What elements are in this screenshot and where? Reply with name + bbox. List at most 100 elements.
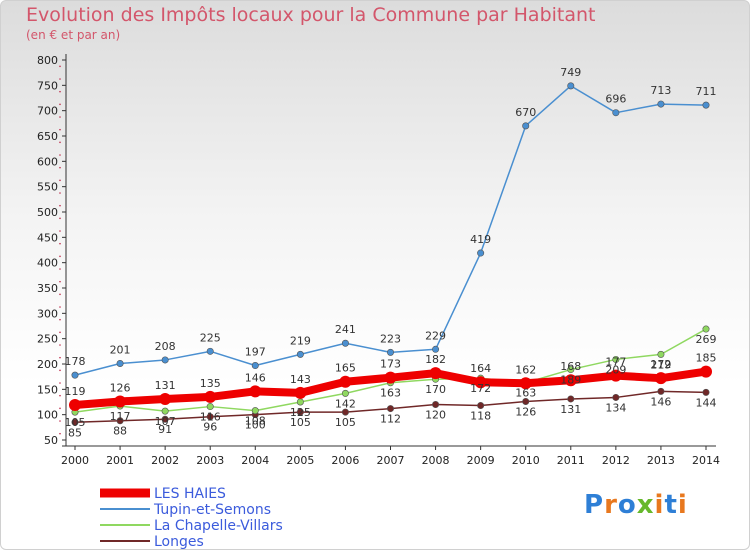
data-label: 189: [560, 374, 581, 387]
data-point: [206, 413, 214, 421]
y-minor-tick: [59, 230, 61, 232]
data-point: [564, 374, 577, 387]
y-tick-label: 700: [37, 105, 58, 118]
data-label: 146: [245, 371, 266, 384]
data-label: 163: [515, 387, 536, 400]
data-point: [477, 249, 485, 257]
data-point: [161, 407, 169, 415]
data-point: [69, 399, 81, 412]
data-label: 219: [650, 358, 671, 371]
x-tick-label: 2005: [286, 454, 314, 467]
y-minor-tick: [59, 141, 61, 144]
data-point: [429, 367, 442, 380]
y-minor-tick: [59, 90, 61, 93]
y-minor-tick: [59, 344, 61, 346]
proxiti-logo: Proxiti: [584, 490, 688, 520]
data-label: 163: [380, 387, 401, 400]
logo-letter: o: [617, 490, 637, 520]
data-label: 131: [560, 403, 581, 416]
data-point: [567, 82, 575, 90]
data-point: [206, 347, 214, 355]
data-label: 91: [158, 423, 172, 436]
y-minor-tick: [59, 179, 61, 182]
data-point: [700, 365, 712, 378]
y-tick-label: 500: [37, 206, 58, 219]
legend-label: La Chapelle-Villars: [154, 518, 283, 534]
data-label: 419: [470, 233, 491, 246]
data-label: 209: [605, 363, 626, 376]
x-tick-label: 2011: [557, 454, 585, 467]
y-minor-tick: [59, 356, 61, 359]
data-point: [384, 371, 397, 384]
data-label: 670: [515, 106, 536, 119]
data-point: [296, 398, 304, 406]
y-tick-label: 350: [37, 282, 58, 295]
legend-label: LES HAIES: [154, 486, 226, 502]
y-minor-tick: [59, 432, 61, 435]
data-label: 168: [560, 360, 581, 373]
data-point: [116, 359, 124, 367]
data-label: 208: [155, 340, 176, 353]
logo-letter: i: [677, 490, 688, 520]
data-point: [567, 395, 575, 403]
data-label: 125: [290, 406, 311, 419]
y-tick-label: 250: [37, 333, 58, 346]
data-point: [251, 407, 259, 415]
chart-title: Evolution des Impôts locaux pour la Comm…: [26, 4, 596, 26]
data-point: [657, 350, 665, 358]
data-label: 142: [335, 397, 356, 410]
x-tick-label: 2008: [422, 454, 450, 467]
y-minor-tick: [59, 318, 61, 321]
x-tick-label: 2006: [331, 454, 359, 467]
data-point: [71, 371, 79, 379]
data-label: 219: [290, 334, 311, 347]
data-label: 201: [110, 343, 131, 356]
y-tick-label: 400: [37, 257, 58, 270]
data-label: 185: [696, 352, 717, 365]
x-tick-label: 2012: [602, 454, 630, 467]
data-label: 85: [68, 426, 82, 439]
y-tick-label: 150: [37, 383, 58, 396]
data-point: [477, 402, 485, 410]
y-minor-tick: [59, 407, 61, 410]
x-tick-label: 2000: [61, 454, 89, 467]
y-tick-label: 100: [37, 409, 58, 422]
data-label: 112: [380, 413, 401, 426]
data-label: 165: [335, 362, 356, 375]
y-tick-label: 550: [37, 181, 58, 194]
data-label: 100: [245, 419, 266, 432]
y-minor-tick: [59, 192, 61, 194]
data-label: 107: [155, 415, 176, 428]
data-point: [71, 418, 79, 426]
data-label: 172: [470, 382, 491, 395]
data-label: 173: [380, 358, 401, 371]
x-tick-label: 2002: [151, 454, 179, 467]
y-minor-tick: [59, 204, 61, 207]
data-point: [612, 109, 620, 117]
data-label: 749: [560, 66, 581, 79]
data-label: 117: [110, 410, 131, 423]
data-label: 108: [245, 415, 266, 428]
y-tick-label: 50: [44, 434, 58, 447]
x-tick-label: 2003: [196, 454, 224, 467]
y-minor-tick: [59, 154, 61, 156]
data-label: 105: [65, 416, 86, 429]
data-point: [296, 408, 304, 416]
logo-letter: i: [654, 490, 665, 520]
data-point: [159, 392, 172, 405]
data-point: [341, 339, 349, 347]
data-label: 164: [470, 362, 491, 375]
data-point: [522, 397, 530, 405]
data-label: 144: [696, 396, 717, 409]
y-minor-tick: [59, 255, 61, 258]
y-minor-tick: [59, 166, 61, 169]
data-point: [161, 356, 169, 364]
data-label: 713: [650, 84, 671, 97]
x-tick-label: 2013: [647, 454, 675, 467]
x-tick-label: 2001: [106, 454, 134, 467]
logo-letter: P: [584, 490, 605, 520]
data-point: [702, 388, 710, 396]
data-label: 134: [605, 401, 626, 414]
data-point: [702, 325, 710, 333]
y-minor-tick: [59, 78, 61, 80]
